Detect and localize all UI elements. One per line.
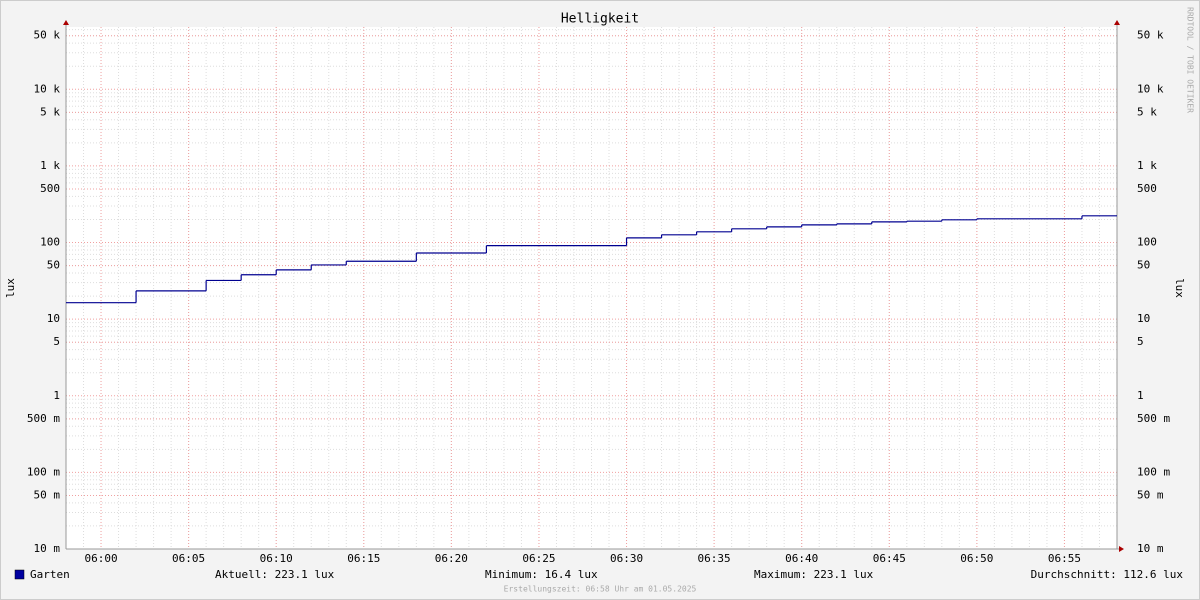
watermark: RRDTOOL / TOBI OETIKER — [1186, 7, 1195, 113]
y2-tick-label: 10 — [1137, 312, 1150, 325]
y-tick-label: 1 k — [40, 159, 60, 172]
arrow — [1114, 20, 1120, 25]
legend-entry: Garten — [30, 568, 70, 581]
y2-tick-label: 100 m — [1137, 465, 1170, 478]
y-tick-label: 500 — [40, 182, 60, 195]
x-tick-label: 06:45 — [873, 552, 906, 565]
y2-tick-label: 5 — [1137, 335, 1144, 348]
y-tick-label: 100 — [40, 236, 60, 249]
y-tick-label: 5 — [53, 335, 60, 348]
y-tick-label: 1 — [53, 389, 60, 402]
y2-tick-label: 50 k — [1137, 29, 1164, 42]
y2-tick-label: 50 m — [1137, 488, 1164, 501]
y2-tick-label: 1 k — [1137, 159, 1157, 172]
y-tick-label: 50 — [47, 259, 60, 272]
x-tick-label: 06:15 — [347, 552, 380, 565]
y-tick-label: 10 k — [34, 82, 61, 95]
y-axis-label: lux — [4, 278, 17, 298]
y2-tick-label: 500 — [1137, 182, 1157, 195]
y-tick-label: 10 m — [34, 542, 61, 555]
stat: Durchschnitt: 112.6 lux — [1031, 568, 1184, 581]
footer: Erstellungszeit: 06:58 Uhr am 01.05.2025 — [504, 585, 697, 594]
x-tick-label: 06:05 — [172, 552, 205, 565]
stat: Aktuell: 223.1 lux — [215, 568, 335, 581]
y-tick-label: 50 k — [34, 29, 61, 42]
y-tick-label: 50 m — [34, 488, 61, 501]
y2-tick-label: 50 — [1137, 259, 1150, 272]
y2-axis-label: lux — [1173, 278, 1186, 298]
y2-tick-label: 500 m — [1137, 412, 1170, 425]
x-tick-label: 06:55 — [1048, 552, 1081, 565]
y2-tick-label: 5 k — [1137, 105, 1157, 118]
y-tick-label: 100 m — [27, 465, 60, 478]
y-tick-label: 500 m — [27, 412, 60, 425]
stat: Minimum: 16.4 lux — [485, 568, 598, 581]
stat: Maximum: 223.1 lux — [754, 568, 874, 581]
arrow — [1119, 546, 1124, 552]
y2-tick-label: 10 k — [1137, 82, 1164, 95]
x-tick-label: 06:30 — [610, 552, 643, 565]
y2-tick-label: 1 — [1137, 389, 1144, 402]
y2-tick-label: 100 — [1137, 236, 1157, 249]
y-tick-label: 10 — [47, 312, 60, 325]
x-tick-label: 06:40 — [785, 552, 818, 565]
x-tick-label: 06:00 — [84, 552, 117, 565]
legend-swatch — [14, 569, 25, 580]
x-tick-label: 06:20 — [435, 552, 468, 565]
chart-title: Helligkeit — [561, 12, 639, 27]
x-tick-label: 06:50 — [960, 552, 993, 565]
y2-tick-label: 10 m — [1137, 542, 1164, 555]
y-tick-label: 5 k — [40, 105, 60, 118]
x-tick-label: 06:35 — [698, 552, 731, 565]
arrow — [63, 20, 69, 25]
x-tick-label: 06:10 — [260, 552, 293, 565]
x-tick-label: 06:25 — [522, 552, 555, 565]
